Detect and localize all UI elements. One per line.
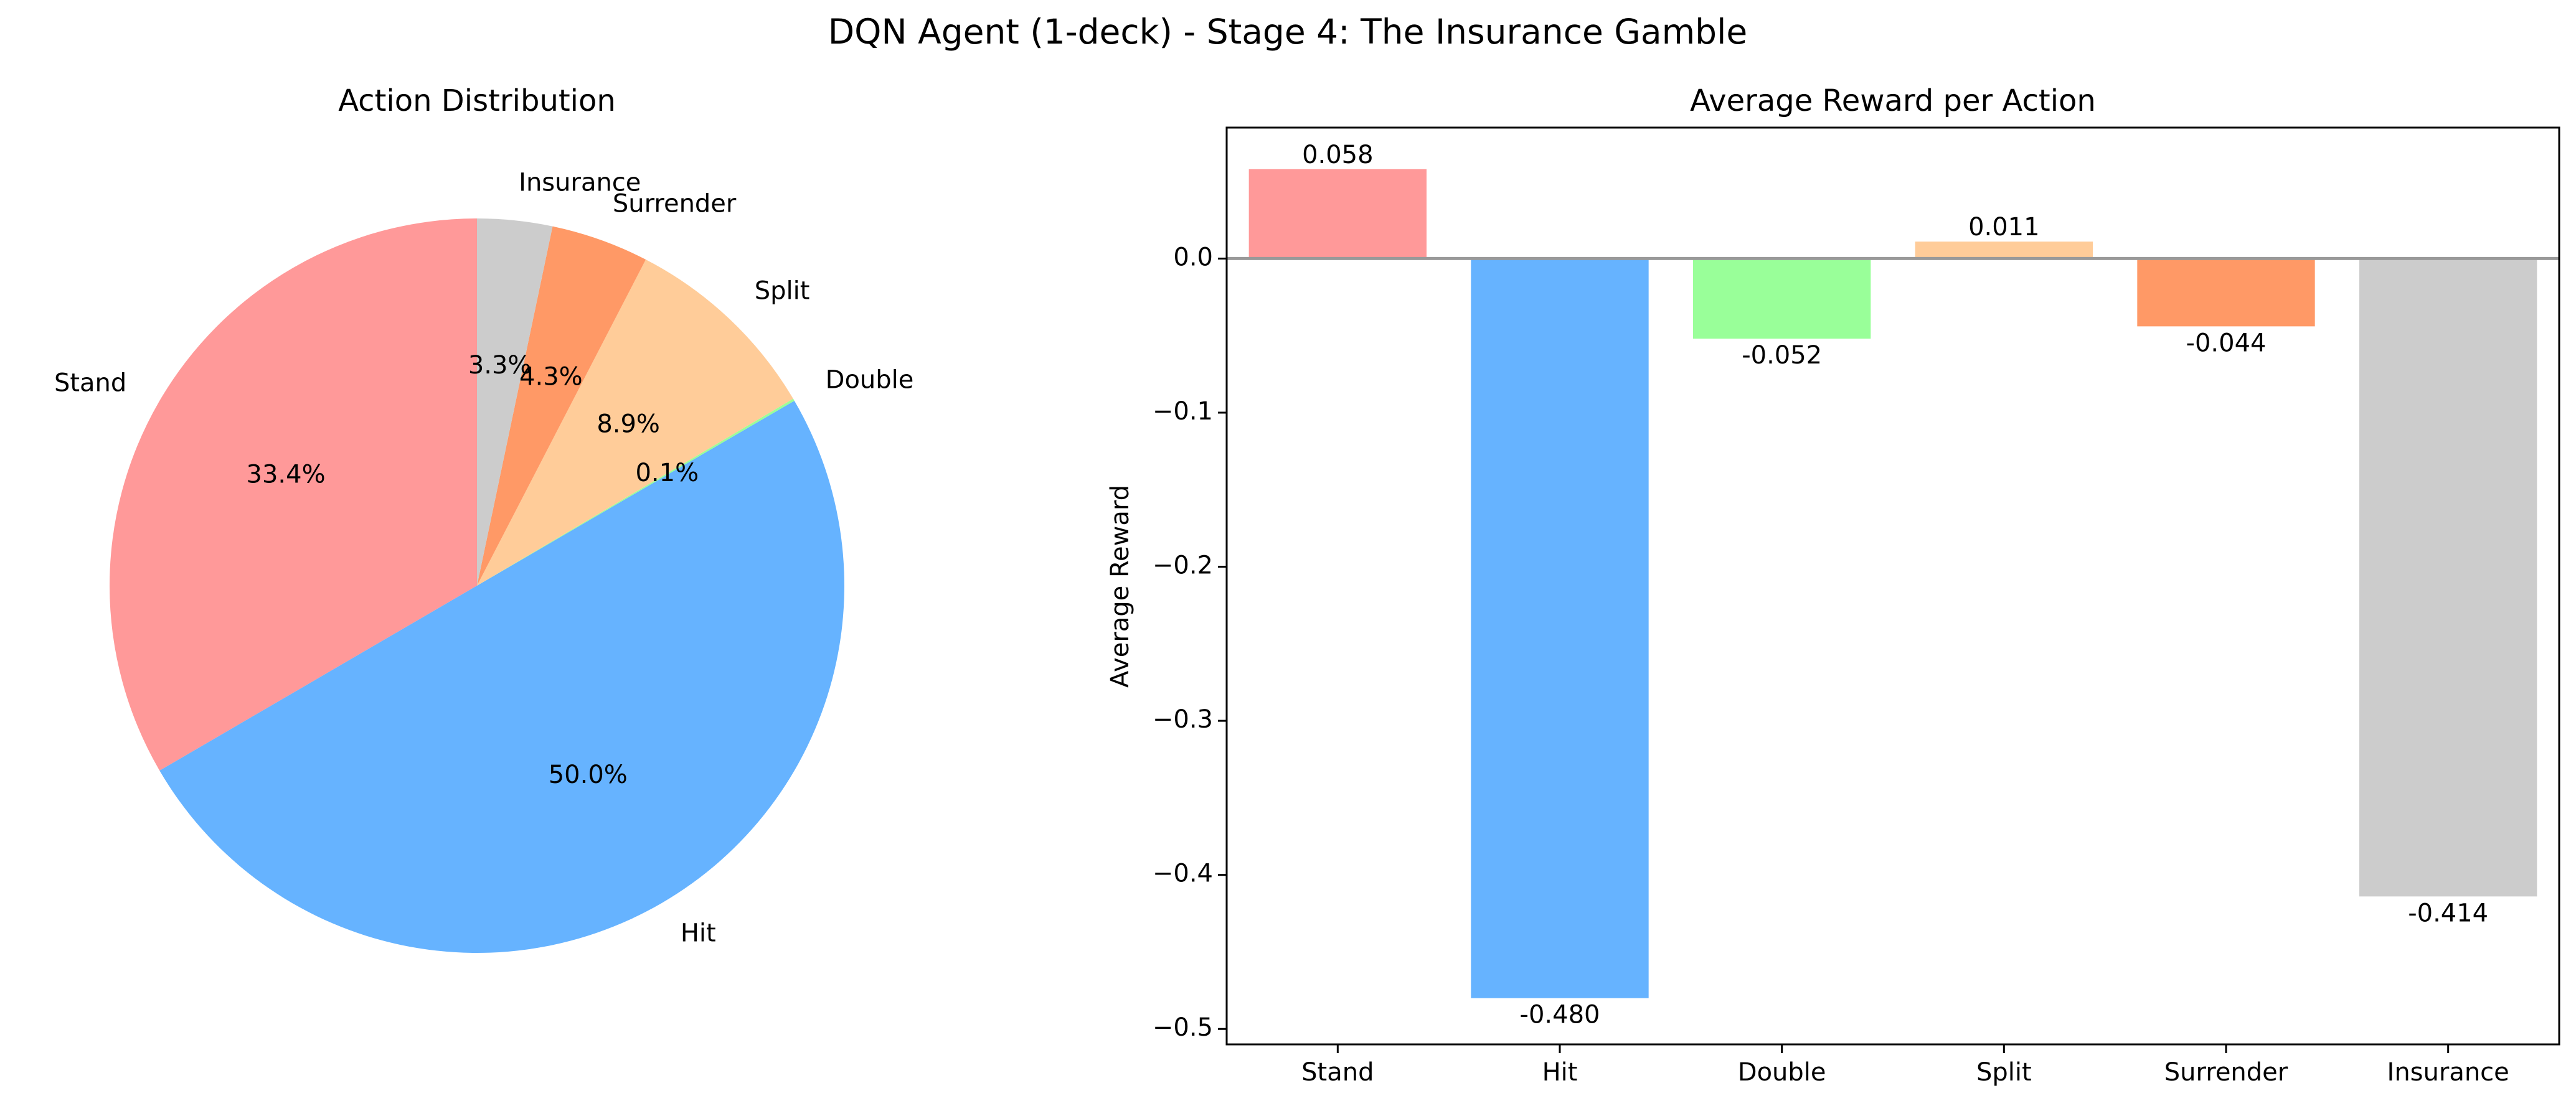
pie-label-surrender: Surrender <box>613 190 737 218</box>
x-tick-label-stand: Stand <box>1301 1058 1374 1087</box>
y-tick-label: −0.1 <box>1153 397 1213 426</box>
pie-label-double: Double <box>826 365 914 394</box>
y-tick-label: −0.2 <box>1153 551 1213 580</box>
pie-pct-label-insurance: 3.3% <box>468 351 532 380</box>
x-tick-label-insurance: Insurance <box>2387 1058 2509 1087</box>
y-axis-ticks: 0.0 −0.1 −0.2 −0.3 −0.4 −0.5 <box>1153 243 1227 1042</box>
pie-slice-split <box>477 259 793 586</box>
value-label-double: -0.052 <box>1742 341 1822 370</box>
bars <box>1227 169 2559 998</box>
pie-slice-double <box>477 398 795 586</box>
pie-pct-label-stand: 33.4% <box>247 461 326 489</box>
x-tick-label-surrender: Surrender <box>2164 1058 2288 1087</box>
x-tick-label-split: Split <box>1976 1058 2032 1087</box>
y-axis-label: Average Reward <box>1106 485 1135 688</box>
bar-insurance <box>2359 258 2537 897</box>
value-label-surrender: -0.044 <box>2186 329 2267 357</box>
pie-label-hit: Hit <box>681 919 716 948</box>
x-tick-label-double: Double <box>1738 1058 1826 1087</box>
pie-pct-label-hit: 50.0% <box>549 761 628 789</box>
value-label-insurance: -0.414 <box>2408 899 2488 927</box>
bar-split <box>1915 241 2093 259</box>
pie-label-insurance: Insurance <box>519 168 641 197</box>
plot-frame <box>1225 126 2560 1046</box>
y-tick-label: −0.5 <box>1153 1013 1213 1042</box>
y-tick-label: −0.3 <box>1153 705 1213 734</box>
bar-hit <box>1471 258 1649 998</box>
action-distribution-pie-chart: Action Distribution Stand 33.4% Hit 50.0% Do… <box>54 83 913 953</box>
pie-pct-label-double: 0.1% <box>635 459 699 487</box>
pie-labels: Stand 33.4% Hit 50.0% Double 0.1% Split 8.9% Sur… <box>54 168 913 947</box>
pie-slice-stand <box>110 218 477 771</box>
bar-surrender <box>2137 258 2315 327</box>
value-label-split: 0.011 <box>1968 213 2040 241</box>
pie-slice-hit <box>159 400 845 953</box>
x-axis-ticks: Stand Hit Double Split Surrender Insurance <box>1301 1044 2509 1087</box>
pie-slices <box>110 218 845 953</box>
pie-label-split: Split <box>755 276 810 305</box>
average-reward-bar-chart: Average Reward per Action Average Reward… <box>1106 83 2560 1087</box>
y-tick-label: −0.4 <box>1153 860 1213 888</box>
pie-label-stand: Stand <box>54 369 126 398</box>
value-label-hit: -0.480 <box>1520 1001 1600 1029</box>
bar-value-labels: 0.058 -0.480 -0.052 0.011 -0.044 -0.414 <box>1302 141 2488 1029</box>
bar-chart-title: Average Reward per Action <box>1690 83 2096 118</box>
x-tick-label-hit: Hit <box>1542 1058 1578 1087</box>
y-tick-label: 0.0 <box>1173 243 1213 271</box>
bar-double <box>1693 258 1871 339</box>
pie-pct-label-surrender: 4.3% <box>519 363 583 391</box>
figure-title: DQN Agent (1-deck) - Stage 4: The Insura… <box>828 12 1747 52</box>
bar-stand <box>1248 169 1427 259</box>
value-label-stand: 0.058 <box>1302 141 1374 169</box>
pie-slice-surrender <box>477 226 646 586</box>
pie-slice-insurance <box>477 218 553 586</box>
pie-chart-title: Action Distribution <box>338 83 616 118</box>
pie-pct-label-split: 8.9% <box>597 410 660 439</box>
